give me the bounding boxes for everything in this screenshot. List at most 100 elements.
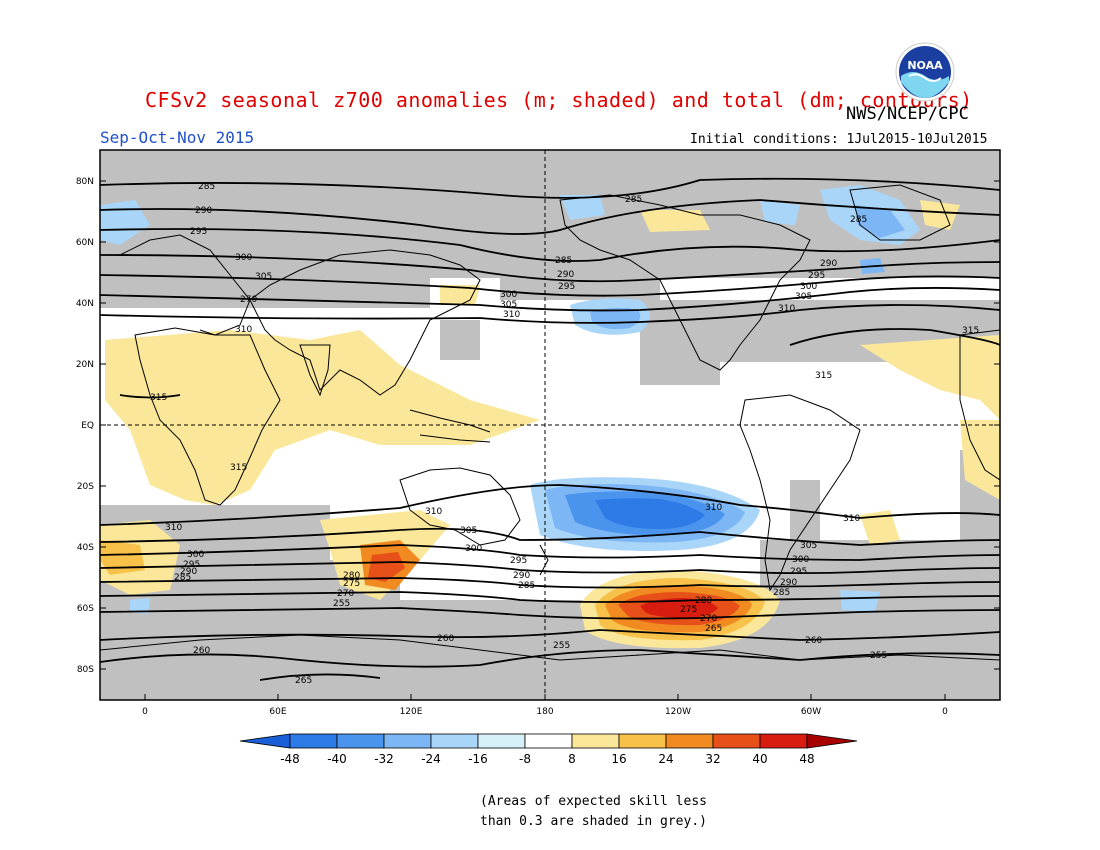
svg-text:-8: -8 [519, 752, 531, 766]
svg-text:300: 300 [500, 290, 517, 300]
svg-text:0: 0 [142, 707, 148, 717]
svg-text:20S: 20S [77, 482, 94, 492]
svg-text:16: 16 [611, 752, 626, 766]
logo-text: NOAA [907, 59, 943, 72]
svg-text:310: 310 [235, 325, 252, 335]
longitude-axis: 0 60E 120E 180 120W 60W 0 [142, 707, 948, 717]
noaa-logo-icon: NOAA [895, 42, 955, 102]
svg-text:315: 315 [815, 371, 832, 381]
svg-text:270: 270 [240, 295, 257, 305]
svg-text:295: 295 [790, 567, 807, 577]
colorbar-swatch [289, 733, 338, 749]
svg-text:-16: -16 [468, 752, 488, 766]
low-skill-shading [100, 150, 1000, 700]
svg-text:-32: -32 [374, 752, 394, 766]
svg-text:80N: 80N [76, 177, 94, 187]
svg-text:290: 290 [820, 259, 837, 269]
latitude-ticks [100, 180, 1000, 670]
svg-text:8: 8 [568, 752, 576, 766]
coastlines [100, 184, 1000, 661]
agency-label: NWS/NCEP/CPC [846, 104, 969, 124]
svg-text:60W: 60W [801, 707, 821, 717]
svg-text:280: 280 [343, 571, 360, 581]
svg-text:60S: 60S [77, 604, 94, 614]
svg-text:285: 285 [850, 215, 867, 225]
svg-text:295: 295 [558, 282, 575, 292]
svg-text:290: 290 [195, 206, 212, 216]
svg-text:295: 295 [510, 556, 527, 566]
svg-text:285: 285 [773, 588, 790, 598]
svg-text:40S: 40S [77, 543, 94, 553]
skill-note: (Areas of expected skill less than 0.3 a… [480, 792, 707, 832]
svg-text:310: 310 [705, 503, 722, 513]
svg-text:290: 290 [557, 270, 574, 280]
svg-text:280: 280 [695, 596, 712, 606]
colorbar-swatch [524, 733, 573, 749]
svg-text:275: 275 [343, 579, 360, 589]
contour-labels: 285 290 295 300 305 270 310 315 315 300 … [150, 182, 979, 686]
svg-text:40N: 40N [76, 299, 94, 309]
svg-text:310: 310 [843, 514, 860, 524]
svg-text:315: 315 [150, 393, 167, 403]
svg-text:270: 270 [337, 589, 354, 599]
svg-text:260: 260 [805, 636, 822, 646]
svg-text:270: 270 [700, 614, 717, 624]
svg-text:310: 310 [503, 310, 520, 320]
svg-text:EQ: EQ [81, 421, 94, 431]
colorbar-swatch [618, 733, 667, 749]
svg-text:60E: 60E [269, 707, 286, 717]
colorbar-labels: -48 -40 -32 -24 -16 -8 8 16 24 32 40 48 [280, 752, 814, 766]
skill-note-line1: (Areas of expected skill less [480, 794, 707, 809]
svg-text:300: 300 [235, 253, 252, 263]
svg-text:295: 295 [190, 227, 207, 237]
svg-text:300: 300 [792, 555, 809, 565]
svg-text:-48: -48 [280, 752, 300, 766]
svg-text:32: 32 [705, 752, 720, 766]
svg-text:295: 295 [183, 560, 200, 570]
colorbar-swatch [712, 733, 761, 749]
svg-text:265: 265 [705, 624, 722, 634]
svg-text:290: 290 [180, 567, 197, 577]
svg-text:24: 24 [658, 752, 673, 766]
svg-text:290: 290 [513, 571, 530, 581]
svg-text:285: 285 [174, 573, 191, 583]
colorbar-arrow-right [806, 733, 858, 749]
season-label: Sep-Oct-Nov 2015 [100, 128, 255, 147]
svg-text:255: 255 [870, 651, 887, 661]
svg-text:120E: 120E [400, 707, 423, 717]
colorbar-swatch [430, 733, 479, 749]
positive-anomalies [100, 200, 1000, 649]
svg-text:310: 310 [778, 304, 795, 314]
svg-text:295: 295 [808, 271, 825, 281]
colorbar-swatch [477, 733, 526, 749]
svg-text:305: 305 [460, 526, 477, 536]
colorbar-arrow-left [239, 733, 291, 749]
svg-text:80S: 80S [77, 665, 94, 675]
svg-text:285: 285 [198, 182, 215, 192]
skill-note-line2: than 0.3 are shaded in grey.) [480, 814, 707, 829]
initial-conditions-label: Initial conditions: 1Jul2015-10Jul2015 [690, 132, 988, 147]
height-contours [100, 177, 1000, 681]
svg-text:315: 315 [962, 326, 979, 336]
svg-text:285: 285 [555, 256, 572, 266]
svg-text:48: 48 [799, 752, 814, 766]
svg-text:300: 300 [187, 550, 204, 560]
svg-text:260: 260 [193, 646, 210, 656]
svg-text:300: 300 [465, 544, 482, 554]
colorbar-swatch [571, 733, 620, 749]
svg-text:0: 0 [942, 707, 948, 717]
colorbar [239, 733, 858, 749]
colorbar-swatch [665, 733, 714, 749]
svg-text:255: 255 [553, 641, 570, 651]
svg-text:305: 305 [500, 300, 517, 310]
svg-text:275: 275 [680, 605, 697, 615]
colorbar-swatch [759, 733, 808, 749]
svg-text:285: 285 [625, 195, 642, 205]
colorbar-swatch [383, 733, 432, 749]
svg-text:265: 265 [295, 676, 312, 686]
svg-text:310: 310 [425, 507, 442, 517]
svg-text:300: 300 [800, 282, 817, 292]
svg-text:285: 285 [518, 581, 535, 591]
svg-text:20N: 20N [76, 360, 94, 370]
